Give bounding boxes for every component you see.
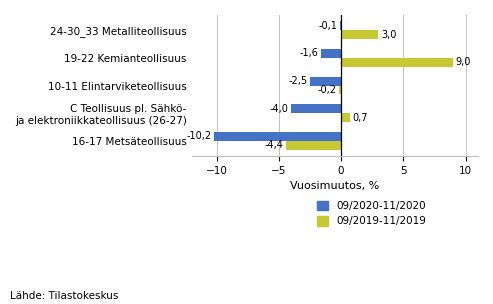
Text: -0,2: -0,2 — [317, 85, 336, 95]
Bar — [340, 21, 341, 30]
Bar — [339, 85, 341, 95]
Text: Lähde: Tilastokeskus: Lähde: Tilastokeskus — [10, 291, 118, 301]
Text: -0,1: -0,1 — [318, 21, 337, 31]
Bar — [321, 49, 341, 58]
Bar — [341, 113, 350, 122]
Bar — [286, 141, 341, 150]
Bar — [214, 132, 341, 141]
Legend: 09/2020-11/2020, 09/2019-11/2019: 09/2020-11/2020, 09/2019-11/2019 — [317, 201, 426, 226]
Text: 3,0: 3,0 — [381, 30, 396, 40]
Bar — [310, 77, 341, 85]
Bar — [291, 104, 341, 113]
Text: -2,5: -2,5 — [288, 76, 308, 86]
Text: -10,2: -10,2 — [186, 131, 211, 141]
Bar — [341, 30, 379, 39]
Bar — [341, 58, 453, 67]
Text: -1,6: -1,6 — [300, 48, 318, 58]
Text: 9,0: 9,0 — [456, 57, 471, 67]
Text: -4,0: -4,0 — [270, 104, 289, 114]
X-axis label: Vuosimuutos, %: Vuosimuutos, % — [290, 181, 380, 192]
Text: -4,4: -4,4 — [265, 140, 284, 150]
Text: 0,7: 0,7 — [352, 112, 368, 123]
